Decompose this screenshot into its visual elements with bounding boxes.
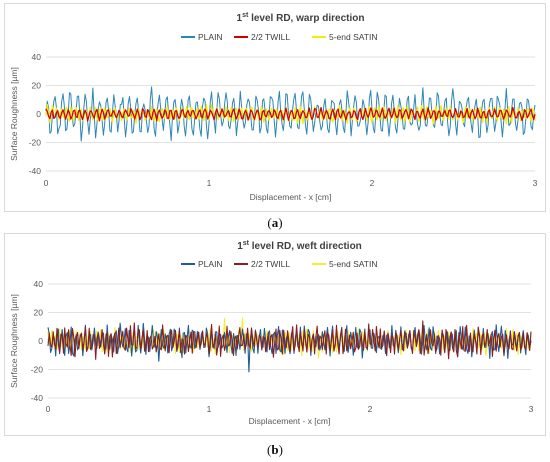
x-tick-label: 1 (207, 404, 212, 414)
x-axis-label: Displacement - x [cm] (249, 416, 331, 426)
legend-label: 2/2 TWILL (251, 259, 290, 269)
y-axis-label: Surface Roughness [µm] (9, 67, 19, 161)
legend-label: 5-end SATIN (329, 32, 378, 42)
legend-label: PLAIN (198, 259, 223, 269)
x-tick-label: 2 (370, 178, 375, 188)
x-tick-label: 1 (207, 178, 212, 188)
chart-title-prefix: 1 (237, 241, 243, 252)
chart-title-sup: st (243, 240, 250, 247)
x-tick-label: 3 (529, 404, 534, 414)
x-tick-label: 0 (46, 404, 51, 414)
y-axis-label: Surface Roughness [µm] (9, 294, 19, 388)
x-tick-label: 2 (368, 404, 373, 414)
series-line-2-2-twill (45, 106, 536, 122)
caption-b: (b) (267, 442, 283, 457)
chart-panel-weft: 1st level RD, weft direction PLAIN 2/2 TWI… (4, 233, 546, 436)
chart-title-prefix: 1 (237, 13, 243, 24)
y-tick-label: -20 (29, 138, 42, 148)
x-axis-label: Displacement - x [cm] (250, 192, 332, 202)
caption-letter-b: b (271, 442, 279, 457)
y-tick-label: -40 (31, 393, 44, 403)
y-tick-label: 0 (38, 336, 43, 346)
caption-letter-a: a (271, 215, 279, 230)
chart-title-rest: level RD, warp direction (248, 13, 364, 24)
y-tick-label: 40 (34, 279, 44, 289)
y-tick-label: -20 (31, 365, 44, 375)
y-tick-label: 20 (32, 81, 42, 91)
legend-label: 5-end SATIN (329, 259, 378, 269)
x-tick-label: 0 (44, 178, 49, 188)
legend-label: 2/2 TWILL (251, 32, 290, 42)
caption-a: (a) (267, 215, 283, 230)
series-line-2-2-twill (47, 320, 532, 360)
y-tick-label: 40 (32, 52, 42, 62)
y-tick-label: 20 (34, 308, 44, 318)
chart-title-sup: st (242, 12, 249, 19)
chart-title: 1st level RD, weft direction (237, 240, 362, 252)
chart-panel-warp: 1st level RD, warp direction PLAIN 2/2 TWI… (4, 3, 546, 212)
chart-title-rest: level RD, weft direction (249, 241, 362, 252)
chart-title: 1st level RD, warp direction (237, 12, 365, 24)
legend-label: PLAIN (198, 32, 223, 42)
y-tick-label: 0 (36, 109, 41, 119)
x-tick-label: 3 (533, 178, 538, 188)
y-tick-label: -40 (29, 166, 42, 176)
